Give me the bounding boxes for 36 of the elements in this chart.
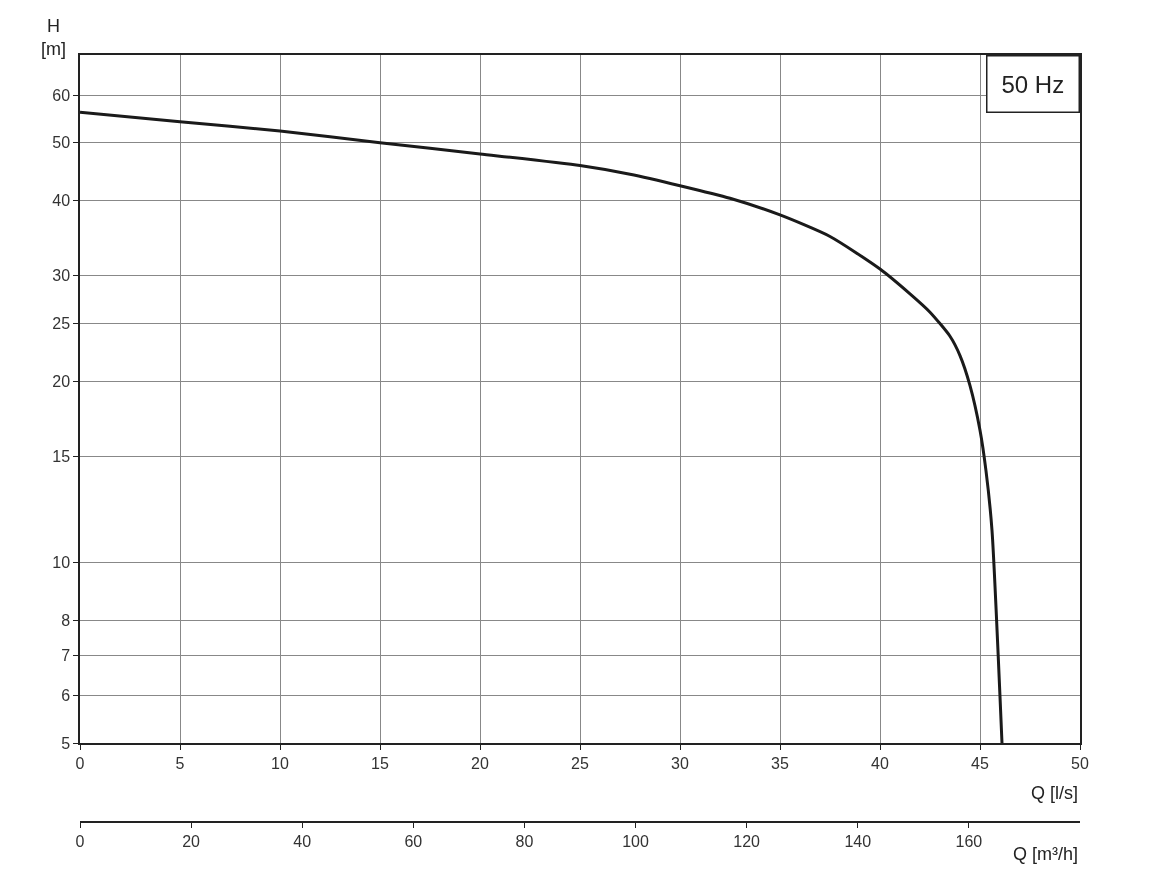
y-tick-label: 7	[61, 646, 71, 664]
x-tick-label: 0	[75, 754, 85, 772]
annotation: 50 Hz	[1001, 70, 1065, 98]
x2-tick-label: 20	[182, 832, 201, 850]
x2-tick-label: 0	[75, 832, 85, 850]
y-tick-label: 40	[52, 192, 71, 210]
x-tick-label: 5	[175, 754, 185, 772]
x2-tick-label: 140	[844, 832, 872, 850]
x-tick-label: 10	[271, 754, 289, 772]
x-tick-label: 35	[771, 754, 789, 772]
y-tick-label: 30	[52, 267, 71, 285]
x2-tick-label: 120	[733, 832, 761, 850]
x-tick-label: 40	[871, 754, 889, 772]
y-tick-label: 15	[52, 448, 71, 466]
x2-tick-label: 160	[955, 832, 983, 850]
y-tick-label: 25	[52, 315, 71, 333]
x2-tick-label: 100	[622, 832, 650, 850]
x-axis-title: Q [l/s]	[1031, 783, 1079, 803]
y-tick-label: 8	[61, 612, 71, 630]
x-tick-label: 50	[1071, 754, 1089, 772]
y-axis-title: H [m]	[41, 16, 66, 60]
y-tick-label: 6	[61, 687, 71, 705]
x-tick-label: 20	[471, 754, 489, 772]
x-tick-label: 25	[571, 754, 589, 772]
x-tick-label: 30	[671, 754, 689, 772]
y-tick-label: 20	[52, 373, 71, 391]
x2-tick-label: 80	[515, 832, 534, 850]
y-tick-label: 5	[61, 734, 71, 752]
x2-tick-label: 40	[293, 832, 312, 850]
x2-axis-title: Q [m³/h]	[1013, 844, 1079, 864]
y-tick-label: 10	[52, 553, 71, 571]
x-tick-label: 15	[371, 754, 389, 772]
x2-tick-label: 60	[404, 832, 423, 850]
x-tick-label: 45	[971, 754, 989, 772]
y-tick-label: 50	[52, 134, 71, 152]
y-tick-label: 60	[52, 86, 71, 104]
